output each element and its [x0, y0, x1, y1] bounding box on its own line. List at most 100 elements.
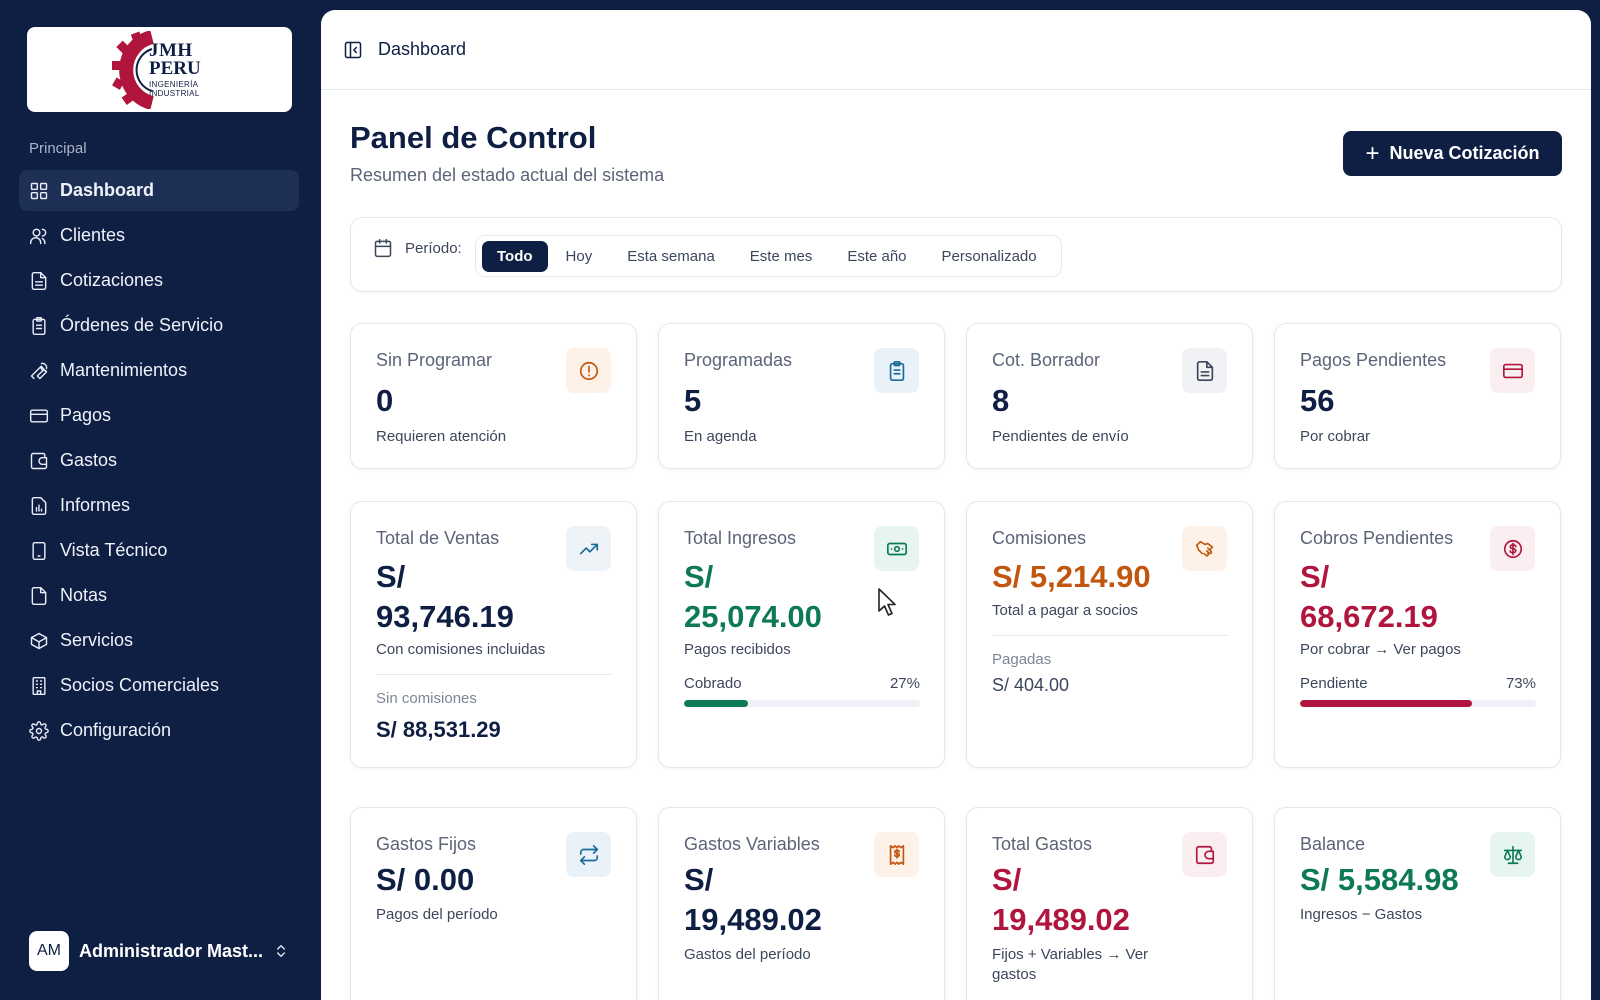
- card-value-amount: 93,746.19: [376, 599, 514, 634]
- trending-up-icon: [566, 526, 611, 571]
- sidebar: JMH PERU INGENIERÍA INDUSTRIAL Principal…: [0, 0, 320, 1000]
- card-total-ingresos[interactable]: Total Ingresos S/ 25,074.00 Pagos recibi…: [658, 501, 945, 768]
- sidebar-item-label: Órdenes de Servicio: [60, 315, 224, 335]
- tablet-icon: [29, 541, 49, 561]
- logo-line4: INDUSTRIAL: [149, 89, 200, 98]
- card-value: 5: [684, 383, 702, 418]
- card-title: Programadas: [684, 350, 793, 370]
- card-title: Cot. Borrador: [992, 350, 1101, 370]
- card-subtitle: Requieren atención: [376, 428, 507, 445]
- sidebar-item-label: Mantenimientos: [60, 360, 188, 380]
- card-pagos-pendientes[interactable]: Pagos Pendientes 56 Por cobrar: [1274, 323, 1561, 469]
- report-icon: [29, 496, 49, 516]
- card-gastos-variables[interactable]: Gastos Variables S/ 19,489.02 Gastos del…: [658, 807, 945, 1000]
- user-menu[interactable]: AM Administrador Mast...: [29, 929, 295, 973]
- card-programadas[interactable]: Programadas 5 En agenda: [658, 323, 945, 469]
- file-text-icon: [1182, 348, 1227, 393]
- card-subtitle-link[interactable]: Por cobrar → Ver pagos: [1300, 641, 1461, 658]
- sidebar-item-notas[interactable]: Notas: [19, 575, 299, 616]
- card-title: Balance: [1300, 834, 1366, 854]
- sidebar-nav: Dashboard Clientes Cotizaciones Órdenes …: [19, 170, 299, 755]
- divider: [992, 635, 1228, 636]
- file-text-icon: [29, 271, 49, 291]
- sidebar-toggle-icon[interactable]: [343, 40, 363, 60]
- period-option-este-ano[interactable]: Este año: [847, 247, 907, 265]
- period-filter: Período: Todo Hoy Esta semana Este mes E…: [350, 217, 1562, 292]
- wrench-icon: [29, 361, 49, 381]
- progress-label: Pendiente: [1300, 675, 1368, 692]
- progress-percent: 27%: [889, 675, 920, 692]
- card-value-amount: 19,489.02: [992, 902, 1130, 937]
- sidebar-item-dashboard[interactable]: Dashboard: [19, 170, 299, 211]
- sidebar-item-servicios[interactable]: Servicios: [19, 620, 299, 661]
- card-title: Total Ingresos: [684, 528, 797, 548]
- card-total-ventas[interactable]: Total de Ventas S/ 93,746.19 Con comisio…: [350, 501, 637, 768]
- card-title: Total Gastos: [992, 834, 1093, 854]
- new-quote-label: Nueva Cotización: [1389, 143, 1540, 163]
- progress-percent: 73%: [1505, 675, 1536, 692]
- sidebar-item-gastos[interactable]: Gastos: [19, 440, 299, 481]
- card-secondary-value: S/ 404.00: [992, 675, 1070, 695]
- progress-labels: Pendiente 73%: [1300, 675, 1536, 692]
- mouse-cursor-icon: [878, 588, 896, 616]
- period-label-text: Período:: [405, 239, 462, 257]
- card-cobros-pendientes[interactable]: Cobros Pendientes S/ 68,672.19 Por cobra…: [1274, 501, 1561, 768]
- card-value: S/ 5,584.98: [1300, 862, 1459, 897]
- logo-line2: PERU: [149, 58, 201, 79]
- card-gastos-fijos[interactable]: Gastos Fijos S/ 0.00 Pagos del período: [350, 807, 637, 1000]
- sidebar-item-ordenes[interactable]: Órdenes de Servicio: [19, 305, 299, 346]
- sidebar-item-informes[interactable]: Informes: [19, 485, 299, 526]
- sidebar-item-pagos[interactable]: Pagos: [19, 395, 299, 436]
- period-option-hoy[interactable]: Hoy: [565, 247, 593, 265]
- progress-bar: [1300, 700, 1536, 707]
- sidebar-item-socios[interactable]: Socios Comerciales: [19, 665, 299, 706]
- sidebar-item-label: Configuración: [60, 720, 172, 740]
- progress-labels: Cobrado 27%: [684, 675, 920, 692]
- card-subtitle-link[interactable]: Fijos + Variables → Ver: [992, 946, 1149, 963]
- building-icon: [29, 676, 49, 696]
- sidebar-item-configuracion[interactable]: Configuración: [19, 710, 299, 751]
- wallet-icon: [1182, 832, 1227, 877]
- top-bar: Dashboard: [321, 10, 1591, 90]
- company-logo[interactable]: JMH PERU INGENIERÍA INDUSTRIAL: [27, 27, 292, 112]
- new-quote-button[interactable]: + Nueva Cotización: [1343, 131, 1562, 176]
- period-option-todo[interactable]: Todo: [482, 240, 548, 272]
- banknote-icon: [874, 526, 919, 571]
- sidebar-item-clientes[interactable]: Clientes: [19, 215, 299, 256]
- logo-text: JMH PERU INGENIERÍA INDUSTRIAL: [149, 41, 201, 98]
- sidebar-item-vista-tecnico[interactable]: Vista Técnico: [19, 530, 299, 571]
- period-option-este-mes[interactable]: Este mes: [749, 247, 813, 265]
- receipt-icon: [874, 832, 919, 877]
- sidebar-item-label: Clientes: [60, 225, 126, 245]
- card-sin-programar[interactable]: Sin Programar 0 Requieren atención: [350, 323, 637, 469]
- card-subtitle-link-cont[interactable]: gastos: [992, 966, 1037, 983]
- period-option-esta-semana[interactable]: Esta semana: [627, 247, 715, 265]
- sidebar-item-mantenimientos[interactable]: Mantenimientos: [19, 350, 299, 391]
- sidebar-item-label: Cotizaciones: [60, 270, 164, 290]
- credit-card-icon: [29, 406, 49, 426]
- card-balance[interactable]: Balance S/ 5,584.98 Ingresos − Gastos: [1274, 807, 1561, 1000]
- logo-line1: JMH: [149, 40, 193, 61]
- wallet-icon: [29, 451, 49, 471]
- handshake-icon: [1182, 526, 1227, 571]
- card-value-currency: S/: [684, 559, 714, 594]
- period-label: Período:: [373, 238, 462, 258]
- card-secondary-value: S/ 88,531.29: [376, 717, 501, 742]
- card-value: 56: [1300, 383, 1335, 418]
- period-option-personalizado[interactable]: Personalizado: [941, 247, 1037, 265]
- card-subtitle: Con comisiones incluidas: [376, 641, 546, 658]
- card-subtitle: Pagos del período: [376, 906, 498, 923]
- card-comisiones[interactable]: Comisiones S/ 5,214.90 Total a pagar a s…: [966, 501, 1253, 768]
- repeat-icon: [566, 832, 611, 877]
- user-name: Administrador Mast...: [79, 940, 264, 961]
- card-value-amount: 19,489.02: [684, 902, 822, 937]
- card-title: Cobros Pendientes: [1300, 528, 1454, 548]
- card-cot-borrador[interactable]: Cot. Borrador 8 Pendientes de envío: [966, 323, 1253, 469]
- package-icon: [29, 631, 49, 651]
- sidebar-item-cotizaciones[interactable]: Cotizaciones: [19, 260, 299, 301]
- nav-section-label: Principal: [29, 140, 87, 157]
- card-value-amount: 25,074.00: [684, 599, 822, 634]
- card-subtitle: Total a pagar a socios: [992, 602, 1138, 619]
- card-total-gastos[interactable]: Total Gastos S/ 19,489.02 Fijos + Variab…: [966, 807, 1253, 1000]
- progress-bar-fill: [1300, 700, 1473, 707]
